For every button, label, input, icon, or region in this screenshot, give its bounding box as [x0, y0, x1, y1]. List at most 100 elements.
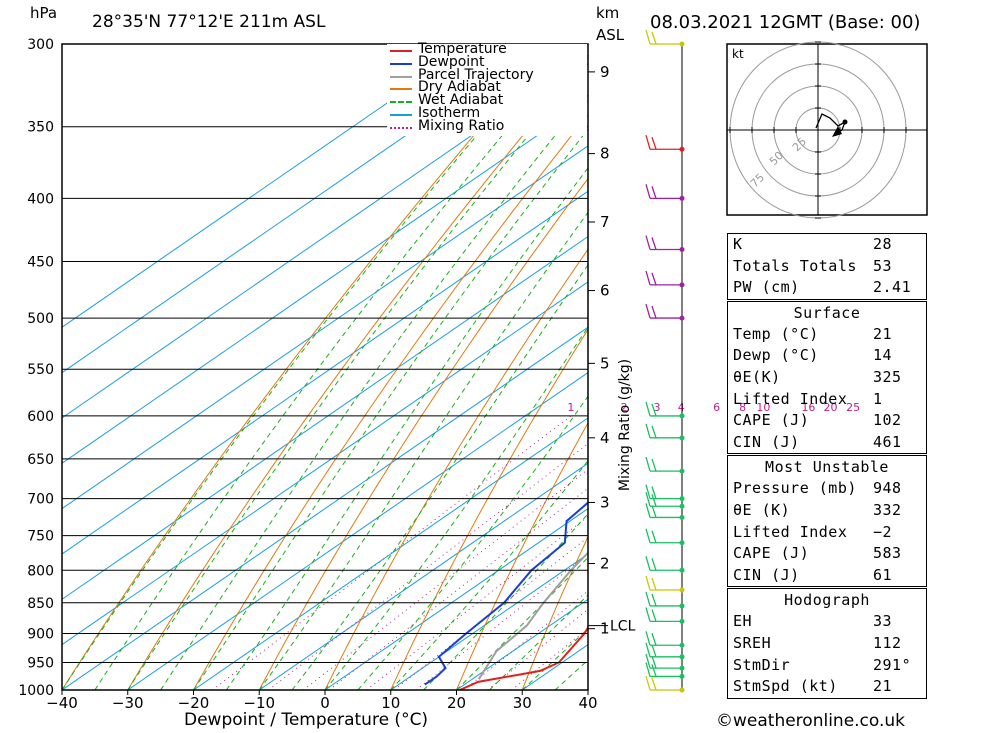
wind-barb-flag	[645, 591, 651, 607]
wind-barb-flag	[651, 425, 657, 439]
isotherm-line	[193, 417, 588, 690]
dry-adiabat-line	[390, 328, 588, 690]
chart-legend: Temperature Dewpoint Parcel Trajectory Dry …	[387, 41, 587, 136]
y-tick-label: 300	[27, 37, 54, 53]
isotherm-line	[390, 553, 588, 690]
dry-adiabat-line	[983, 26, 1000, 690]
index-section-title: Surface	[793, 303, 861, 322]
height-unit-km: km	[596, 4, 620, 22]
index-row: CIN (J) 461	[728, 432, 926, 454]
wind-barb-flag	[645, 484, 651, 499]
wind-barb-flag	[651, 664, 657, 677]
x-tick-label: −40	[46, 694, 78, 712]
chart-title-location: 28°35'N 77°12'E 211m ASL	[92, 12, 326, 32]
km-tick-label: 4	[600, 429, 610, 447]
index-row: Temp (°C) 21	[728, 324, 926, 346]
index-value: 14	[873, 346, 893, 365]
dewpoint-line	[424, 501, 588, 686]
wind-barb-flag	[651, 186, 657, 199]
km-tick-label: 1	[600, 620, 610, 638]
isotherm-line	[62, 44, 539, 374]
index-key: StmDir	[733, 655, 791, 674]
wet-adiabat-line	[62, 44, 557, 690]
wind-barb-flag	[651, 558, 657, 571]
wind-barb-flag	[645, 607, 651, 622]
wind-barb	[645, 556, 685, 573]
index-row: CAPE (J) 583	[728, 543, 926, 565]
legend-swatch	[390, 114, 412, 116]
legend-swatch	[390, 101, 412, 104]
isotherm-line	[258, 462, 588, 690]
wet-adiabat-line	[160, 94, 588, 690]
wind-barb	[645, 631, 685, 648]
index-row: θE(K) 325	[728, 367, 926, 389]
index-value: −2	[873, 522, 893, 541]
legend-item: Temperature	[387, 41, 587, 57]
index-row: SREH 112	[728, 633, 926, 655]
index-key: EH	[733, 612, 753, 631]
legend-swatch	[390, 62, 412, 65]
wind-barb	[645, 184, 685, 201]
index-value: 332	[873, 500, 902, 519]
wind-barb	[645, 653, 685, 671]
wind-barb-flag	[645, 235, 651, 250]
wind-barb	[645, 642, 685, 660]
wind-barb-flag	[651, 655, 657, 669]
legend-swatch	[390, 75, 412, 78]
wind-barb-flag	[651, 272, 657, 286]
y-tick-label: 750	[27, 529, 54, 545]
wind-barb	[645, 456, 685, 474]
index-value: 33	[873, 612, 893, 631]
y-tick-label: 950	[27, 655, 54, 671]
wind-barb-flag	[651, 530, 657, 543]
wind-barb-flag	[651, 486, 657, 499]
x-tick-label: −20	[178, 694, 210, 712]
wind-barb	[645, 235, 685, 252]
index-key: K	[733, 235, 743, 253]
mixing-ratio-line	[303, 468, 588, 690]
index-key: CAPE (J)	[733, 411, 810, 430]
index-row: StmDir 291°	[728, 655, 926, 677]
wind-barb-flag	[651, 644, 657, 658]
isotherm-line	[62, 281, 588, 646]
legend-item: Parcel Trajectory	[387, 67, 587, 83]
index-value: 461	[873, 432, 902, 451]
legend-item: Dry Adiabat	[387, 79, 587, 96]
index-value: 2.41	[873, 278, 912, 297]
km-tick-label: 7	[600, 213, 610, 231]
wind-barb-flag	[645, 653, 651, 669]
wind-barb	[645, 135, 685, 152]
x-tick-label: 10	[381, 694, 400, 712]
legend-label: Temperature	[418, 41, 507, 57]
wind-barb-flag	[645, 492, 651, 507]
wind-barb-flag	[651, 305, 657, 319]
legend-item: Dewpoint	[387, 54, 587, 70]
dry-adiabat-line	[62, 44, 553, 690]
index-row: K 28	[728, 234, 926, 256]
wind-barb-flag	[651, 593, 657, 607]
index-key: StmSpd (kt)	[733, 677, 838, 696]
index-key: CIN (J)	[733, 565, 800, 584]
height-unit-asl: ASL	[596, 26, 625, 44]
y-tick-label: 900	[27, 626, 54, 642]
wind-barb-flag	[651, 577, 657, 591]
mixing-ratio-label: 25	[846, 401, 860, 414]
wind-barb	[645, 575, 685, 593]
x-tick-label: 30	[513, 694, 532, 712]
isotherm-line	[62, 44, 473, 328]
mixing-ratio-axis-label: Mixing Ratio (g/kg)	[617, 358, 633, 492]
legend-label: Dry Adiabat	[418, 79, 501, 96]
storm-motion-marker	[832, 126, 842, 137]
index-key: CIN (J)	[733, 432, 800, 451]
km-tick-label: 6	[600, 282, 610, 300]
dry-adiabat-line	[193, 114, 588, 690]
wet-adiabat-line	[291, 264, 588, 690]
wind-barb-flag	[645, 662, 651, 677]
y-tick-label: 1000	[18, 683, 54, 699]
wind-barb-flag	[651, 403, 657, 417]
index-row: CAPE (J) 102	[728, 410, 926, 432]
wind-barb-flag	[645, 184, 651, 199]
index-row: θE (K) 332	[728, 500, 926, 522]
wind-barb	[645, 423, 685, 441]
wind-barb-flag	[651, 677, 657, 691]
